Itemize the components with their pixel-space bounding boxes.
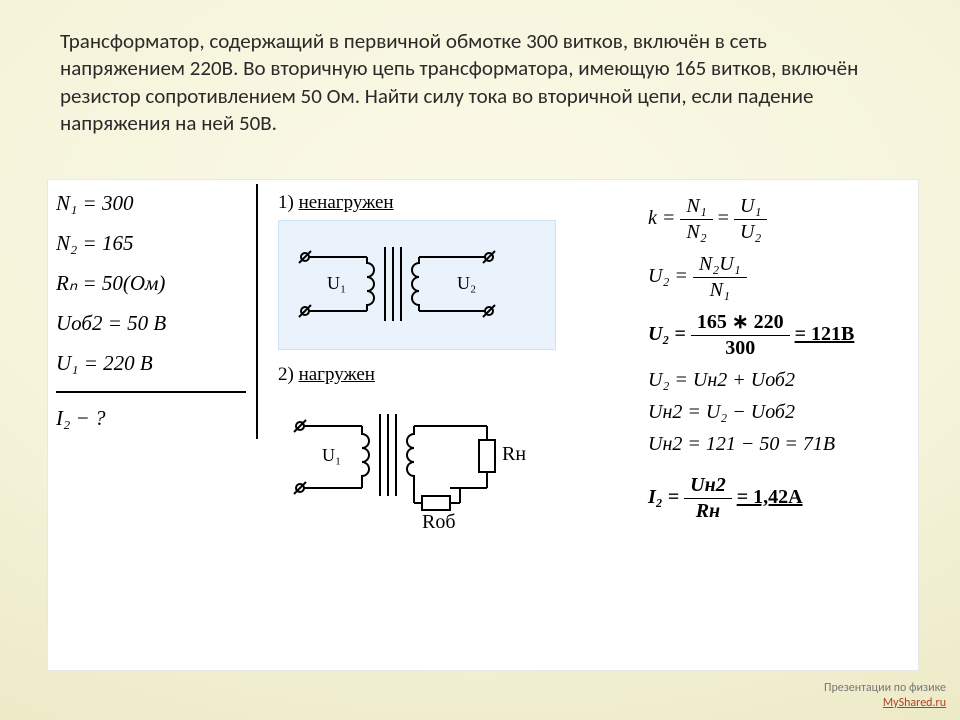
eq7-den: Rн [684,499,732,523]
slide: { "problem_text": "Трансформатор, содерж… [0,0,960,720]
eq1-den1: N₂ [680,220,712,244]
eq1-lhs: k = [648,207,675,229]
eq-u2-sym: U₂ = N₂U₁ N₁ [648,253,903,302]
eq3-rhs: = 121В [795,323,855,345]
eq1-den2: U₂ [734,220,767,244]
given-n1: N₁ = 300 [56,184,246,224]
given-find: I₂ − ? [56,391,246,439]
eq2-den: N₁ [693,278,747,302]
case1-label: 1) ненагружен [278,192,618,214]
diagram-column: 1) ненагружен [268,186,618,556]
eq-i2: I₂ = Uн2 Rн = 1,42А [648,474,903,523]
svg-text:Rоб: Rоб [422,511,456,533]
equations-column: k = N₁ N₂ = U₁ U₂ U₂ = N₂U₁ N₁ U₂ = 165 … [648,186,903,532]
case2-number: 2) [278,364,294,385]
eq7-rhs: = 1,42А [737,486,803,508]
eq3-lhs: U₂ = [648,323,686,345]
diagram1-u2-label: U₂ [457,273,476,293]
case2-word: нагружен [299,364,375,385]
diagram1-u1-label: U₁ [327,273,346,293]
eq4: U₂ = Uн2 + Uоб2 [648,369,903,392]
eq1-num1: N₁ [680,195,712,220]
given-uob: Uоб2 = 50 В [56,304,246,344]
given-r: Rₙ = 50(Ом) [56,264,246,304]
eq6: Uн2 = 121 − 50 = 71В [648,433,903,456]
given-u1: U₁ = 220 В [56,344,246,384]
eq-k: k = N₁ N₂ = U₁ U₂ [648,195,903,244]
eq3-num: 165 ∗ 220 [691,311,790,336]
eq7-num: Uн2 [684,474,732,499]
svg-text:U₁: U₁ [322,445,341,465]
svg-text:Rн: Rн [502,443,526,465]
eq1-mid: = [718,207,729,229]
diagram-loaded: U₁ Rн Rоб [278,392,546,542]
footer-link[interactable]: MyShared.ru [883,696,946,710]
problem-text: Трансформатор, содержащий в первичной об… [60,28,880,137]
eq5: Uн2 = U₂ − Uоб2 [648,401,903,424]
eq-u2-num: U₂ = 165 ∗ 220 300 = 121В [648,311,903,360]
case1-word: ненагружен [299,192,394,213]
given-column: N₁ = 300 N₂ = 165 Rₙ = 50(Ом) Uоб2 = 50 … [56,184,258,439]
footer: Презентации по физике MyShared.ru [824,681,946,710]
eq2-num: N₂U₁ [693,253,747,278]
solution-panel: N₁ = 300 N₂ = 165 Rₙ = 50(Ом) Uоб2 = 50 … [48,180,918,670]
eq3-den: 300 [691,336,790,360]
footer-label: Презентации по физике [824,681,946,695]
eq2-lhs: U₂ = [648,265,688,287]
case1-number: 1) [278,192,294,213]
eq1-num2: U₁ [734,195,767,220]
given-n2: N₂ = 165 [56,224,246,264]
eq7-lhs: I₂ = [648,486,679,508]
diagram-unloaded: U₁ U₂ [278,220,556,350]
case2-label: 2) нагружен [278,364,618,386]
